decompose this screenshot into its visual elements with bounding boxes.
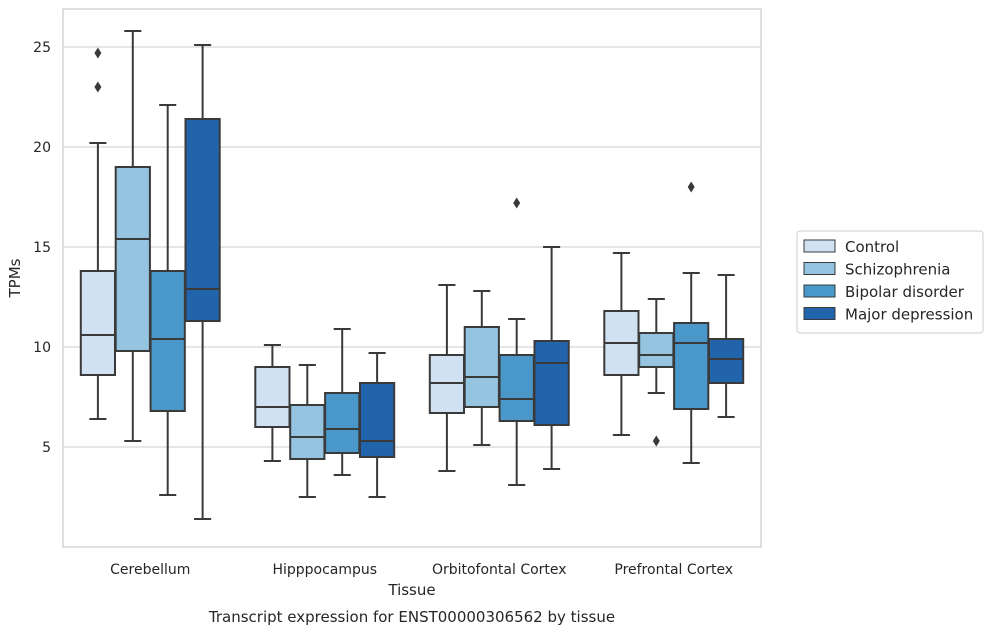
legend-swatch [803, 262, 836, 275]
legend-label: Control [845, 238, 899, 256]
outlier-point [687, 181, 695, 193]
y-tick-label: 20 [33, 140, 51, 156]
box-schizophrenia [289, 364, 326, 498]
box-bipolar-disorder [498, 197, 535, 486]
box-iqr [533, 340, 570, 426]
x-axis-label: Tissue [387, 581, 435, 599]
legend-label: Schizophrenia [845, 261, 950, 279]
box-iqr [254, 366, 291, 428]
box-control [428, 284, 466, 472]
legend: Control Schizophrenia Bipolar disorder Majo… [796, 230, 984, 334]
y-axis-label: TPMs [6, 258, 24, 298]
outlier-point [94, 47, 102, 59]
box-bipolar-disorder [324, 328, 361, 476]
legend-frame [796, 230, 984, 334]
legend-label: Major depression [845, 306, 973, 324]
legend-swatch [803, 284, 836, 298]
x-tick-labels: Cerebellum Hipppocampus Orbitofontal Corte… [110, 562, 733, 578]
box-schizophrenia [638, 298, 675, 447]
box-major-depression [184, 44, 221, 520]
box-major-depression [358, 352, 396, 498]
box-bipolar-disorder [673, 181, 710, 464]
y-tick-label: 10 [33, 340, 51, 356]
box-iqr [289, 404, 326, 460]
outlier-point [513, 197, 521, 209]
y-tick-label: 15 [33, 240, 51, 256]
x-tick-label: Cerebellum [110, 562, 190, 578]
box-control [603, 252, 640, 436]
x-tick-label: Hipppocampus [272, 562, 377, 578]
box-major-depression [707, 274, 745, 418]
box-schizophrenia [463, 290, 500, 446]
x-tick-label: Orbitofontal Cortex [432, 562, 567, 578]
box-iqr [358, 382, 396, 458]
box-groups [79, 30, 745, 520]
outlier-point [94, 81, 102, 93]
box-iqr [184, 118, 221, 322]
box-major-depression [533, 246, 570, 470]
box-iqr [114, 166, 151, 352]
box-iqr [498, 354, 535, 422]
box-iqr [463, 326, 500, 408]
box-schizophrenia [114, 30, 151, 442]
legend-label: Bipolar disorder [845, 283, 965, 301]
y-tick-label: 5 [42, 440, 51, 456]
x-tick-label: Prefrontal Cortex [614, 562, 733, 578]
box-iqr [638, 332, 675, 368]
outlier-point [652, 435, 660, 447]
box-iqr [79, 270, 117, 376]
box-iqr [707, 338, 745, 384]
legend-swatch [803, 307, 836, 320]
legend-swatch [803, 239, 836, 253]
box-control [254, 344, 291, 462]
plot-area-frame [62, 8, 762, 548]
box-iqr [324, 392, 361, 454]
y-tick-labels: 5 10 15 20 25 [33, 40, 51, 456]
box-control [79, 47, 117, 420]
box-iqr [673, 322, 710, 410]
y-tick-label: 25 [33, 40, 51, 56]
box-bipolar-disorder [149, 104, 186, 496]
box-iqr [149, 270, 186, 412]
chart-caption: Transcript expression for ENST0000030656… [208, 608, 615, 626]
